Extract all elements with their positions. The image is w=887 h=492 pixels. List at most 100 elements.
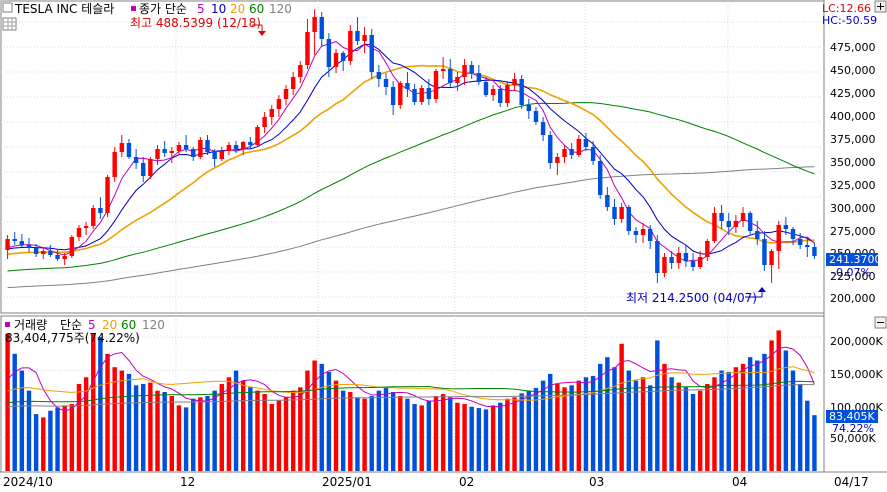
ma120-line — [7, 166, 815, 289]
current-price-badge — [826, 253, 878, 266]
volume-bar — [112, 367, 117, 471]
volume-ma20-line — [7, 366, 815, 401]
candle-up — [440, 69, 446, 71]
volume-bar — [26, 390, 32, 471]
candle-down — [55, 255, 60, 259]
volume-bar — [705, 383, 710, 471]
volume-bar — [340, 390, 346, 471]
candle-down — [498, 89, 503, 103]
volume-bar — [55, 407, 60, 471]
candle-up — [769, 251, 774, 265]
candle-up — [169, 151, 175, 153]
candle-up — [283, 89, 289, 99]
candle-down — [647, 229, 653, 241]
candle-up — [91, 208, 96, 226]
volume-bar — [555, 383, 560, 471]
lc-readout: LC:12.66 — [822, 2, 871, 15]
candle-up — [5, 239, 10, 250]
volume-tick-label: 50,000K — [830, 432, 876, 445]
candle-down — [233, 145, 239, 149]
volume-bar — [5, 333, 10, 471]
volume-bar — [248, 387, 253, 471]
volume-bar — [505, 398, 510, 471]
volume-bar — [647, 385, 653, 471]
volume-bar — [133, 385, 139, 471]
volume-tick-label: 150,000K — [830, 368, 883, 381]
volume-bar — [590, 375, 596, 471]
volume-bar — [755, 360, 760, 471]
candle-up — [269, 109, 274, 117]
volume-bar — [405, 398, 410, 471]
volume-bar — [548, 373, 553, 471]
volume-bar — [126, 373, 132, 471]
candle-up — [362, 35, 367, 41]
candlesticks — [5, 9, 817, 283]
volume-bar — [369, 396, 374, 471]
volume-bar — [783, 350, 789, 471]
volume-bar — [719, 370, 724, 471]
volume-bar — [462, 404, 467, 471]
volume-bar — [362, 398, 367, 471]
candle-up — [433, 71, 439, 99]
volume-bar — [712, 377, 717, 471]
candle-down — [212, 152, 217, 159]
candle-up — [105, 177, 110, 213]
volume-bar — [148, 382, 153, 471]
candle-up — [276, 99, 282, 109]
candle-up — [119, 143, 125, 152]
volume-bar — [598, 363, 603, 471]
volume-bar — [640, 377, 646, 471]
candle-down — [669, 257, 674, 263]
time-label: 02 — [459, 475, 474, 489]
candle-up — [112, 152, 117, 177]
candle-down — [633, 231, 639, 235]
grid-toggle-icon[interactable] — [2, 17, 17, 31]
price-tick-label: 450,000 — [830, 64, 876, 77]
volume-bar — [305, 370, 310, 471]
candle-down — [519, 79, 524, 105]
candle-up — [462, 65, 467, 77]
volume-bar — [298, 387, 303, 471]
ma-legend-prefix: 종가 단순 — [139, 2, 187, 16]
volume-bar — [169, 396, 175, 471]
checkbox-icon[interactable] — [2, 2, 13, 13]
chart-header: TESLA INC 테슬라 종가 단순 5 10 20 60 120 — [2, 2, 292, 31]
volume-bar — [41, 417, 46, 471]
candle-up — [176, 145, 182, 151]
volume-ma-5: 5 — [88, 318, 96, 332]
current-volume-value: 83,405K — [829, 410, 875, 423]
candle-up — [619, 207, 624, 219]
candle-down — [26, 245, 32, 248]
volume-bar — [198, 397, 203, 471]
candle-down — [383, 79, 389, 87]
price-tick-label: 225,000 — [830, 270, 876, 283]
ma20-line — [7, 64, 815, 255]
volume-bar — [276, 400, 282, 471]
ma-legend-60: 60 — [249, 2, 264, 16]
candle-up — [255, 127, 260, 145]
candle-down — [598, 161, 603, 195]
volume-bar — [155, 390, 160, 471]
volume-bar — [162, 391, 167, 471]
candle-up — [76, 228, 82, 237]
time-label: 2025/01 — [322, 475, 372, 489]
candle-up — [333, 53, 339, 67]
zoom-out-button[interactable] — [874, 316, 887, 329]
zoom-in-button[interactable] — [874, 0, 887, 13]
candle-down — [12, 239, 17, 241]
ma-legend-120: 120 — [269, 2, 292, 16]
candle-down — [476, 73, 482, 82]
candle-down — [533, 111, 539, 122]
current-price-change: -0.07% — [832, 266, 871, 279]
candle-up — [662, 257, 667, 273]
candle-up — [455, 77, 460, 83]
candle-down — [783, 225, 789, 229]
volume-bar — [569, 385, 574, 471]
ma-legend-10: 10 — [211, 2, 226, 16]
volume-ma120-line — [7, 384, 815, 408]
volume-bar — [669, 377, 674, 471]
candle-up — [740, 213, 746, 221]
ma60-line — [7, 102, 815, 272]
candle-down — [548, 135, 553, 163]
